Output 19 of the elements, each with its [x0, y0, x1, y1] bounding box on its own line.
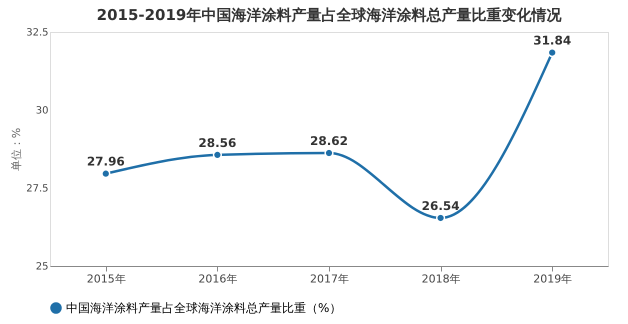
chart-title: 2015-2019年中国海洋涂料产量占全球海洋涂料总产量比重变化情况 [96, 6, 562, 24]
x-tick-label: 2018年 [422, 272, 461, 286]
data-label: 26.54 [422, 198, 460, 213]
data-label: 31.84 [533, 34, 572, 48]
data-label: 27.96 [86, 154, 125, 169]
y-tick-label: 32.5 [26, 28, 48, 38]
point [324, 148, 334, 158]
point [436, 213, 446, 223]
y-tick-label: 30 [36, 106, 48, 116]
y-tick-label: 27.5 [26, 184, 48, 194]
data-label: 28.62 [310, 134, 348, 148]
legend-label: 中国海洋涂料产量占全球海洋涂料总产量比重（%） [66, 301, 342, 315]
data-label: 28.56 [198, 136, 236, 150]
y-tick-label: 25 [36, 262, 48, 272]
x-tick-label: 2015年 [86, 272, 126, 286]
y-axis-title: 单位：% [10, 128, 24, 172]
x-tick-label: 2016年 [198, 272, 238, 286]
x-tick-label: 2019年 [533, 272, 572, 286]
x-tick-label: 2017年 [310, 272, 349, 286]
